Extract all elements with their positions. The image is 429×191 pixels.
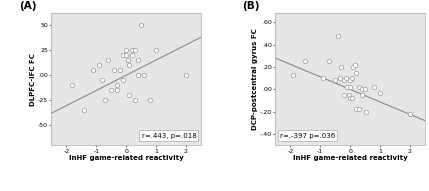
Point <box>348 77 355 80</box>
Point <box>377 91 384 94</box>
Point <box>117 69 124 72</box>
Point <box>348 97 355 100</box>
Point <box>356 86 363 89</box>
Text: r=.-397 p=.036: r=.-397 p=.036 <box>280 133 335 139</box>
Point <box>406 112 413 115</box>
Point <box>353 71 360 74</box>
Point <box>344 86 350 89</box>
Point <box>341 93 347 96</box>
Point <box>123 54 130 57</box>
Point <box>105 59 112 62</box>
Point <box>332 79 338 82</box>
Point <box>141 74 148 77</box>
Point <box>302 60 309 63</box>
Point <box>135 74 142 77</box>
Point <box>102 99 109 102</box>
Point <box>338 66 344 69</box>
Point <box>124 59 131 62</box>
Point <box>69 84 76 87</box>
Point <box>362 88 369 91</box>
Point <box>371 86 378 89</box>
Point <box>90 69 97 72</box>
Point <box>153 49 160 52</box>
Point <box>120 54 127 57</box>
Point <box>336 77 343 80</box>
Y-axis label: DCP-postcentral gyrus FC: DCP-postcentral gyrus FC <box>252 28 258 130</box>
Point <box>347 86 353 89</box>
Point <box>320 77 326 80</box>
X-axis label: lnHF game-related reactivity: lnHF game-related reactivity <box>69 155 184 161</box>
Point <box>108 89 115 92</box>
Point <box>114 89 121 92</box>
Point <box>132 49 139 52</box>
Point <box>132 99 139 102</box>
Point <box>129 49 136 52</box>
Point <box>359 93 366 96</box>
Point <box>114 84 121 87</box>
Point <box>120 79 127 82</box>
Point <box>147 99 154 102</box>
Point <box>290 73 297 76</box>
Point <box>138 24 145 27</box>
Point <box>99 79 106 82</box>
Point <box>341 79 347 82</box>
Point <box>123 49 130 52</box>
Point <box>363 110 370 113</box>
Point <box>347 97 353 100</box>
Point <box>182 74 189 77</box>
Point <box>126 64 133 67</box>
Text: (B): (B) <box>242 1 260 11</box>
Y-axis label: DLPFC-IFC FC: DLPFC-IFC FC <box>30 53 36 106</box>
Point <box>96 64 103 67</box>
Point <box>353 108 360 111</box>
Point <box>129 54 136 57</box>
Point <box>347 79 353 82</box>
Point <box>359 88 366 91</box>
Point <box>326 60 332 63</box>
Point <box>111 69 118 72</box>
Point <box>351 63 358 66</box>
Point <box>135 59 142 62</box>
Point <box>126 94 133 97</box>
Point <box>356 108 363 111</box>
Text: (A): (A) <box>18 1 36 11</box>
Point <box>81 109 88 112</box>
Text: r=.443, p=.018: r=.443, p=.018 <box>142 133 196 139</box>
Point <box>345 93 352 96</box>
Point <box>350 66 356 69</box>
X-axis label: lnHF game-related reactivity: lnHF game-related reactivity <box>293 155 408 161</box>
Point <box>335 34 341 37</box>
Point <box>342 77 349 80</box>
